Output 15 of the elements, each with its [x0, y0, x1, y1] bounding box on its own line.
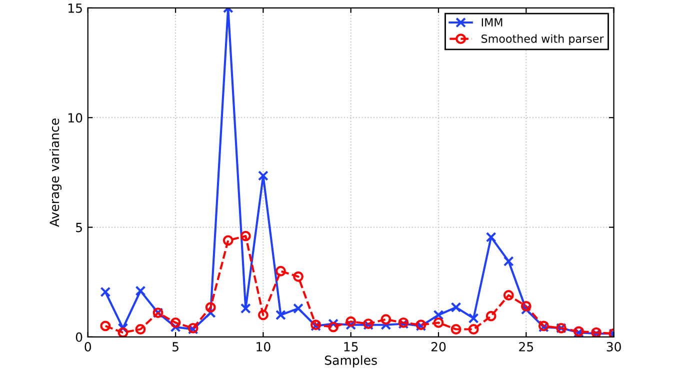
- legend-label: IMM: [482, 18, 502, 26]
- x-tick-label: 10: [256, 342, 270, 352]
- y-tick-label: 15: [68, 4, 82, 13]
- x-tick-label: 5: [172, 342, 178, 352]
- y-tick-label: 5: [76, 222, 82, 232]
- x-tick-label: 0: [84, 342, 92, 352]
- legend-label: Smoothed with parser: [482, 34, 604, 46]
- y-tick-label: 0: [76, 332, 82, 342]
- x-tick-label: 30: [606, 342, 621, 352]
- y-tick-label: 10: [68, 113, 82, 123]
- x-axis-title: Samples: [324, 355, 377, 368]
- x-tick-label: 15: [344, 342, 358, 352]
- x-tick-label: 25: [519, 342, 534, 352]
- x-tick-label: 20: [431, 342, 446, 352]
- y-axis-title: Average variance: [49, 118, 62, 227]
